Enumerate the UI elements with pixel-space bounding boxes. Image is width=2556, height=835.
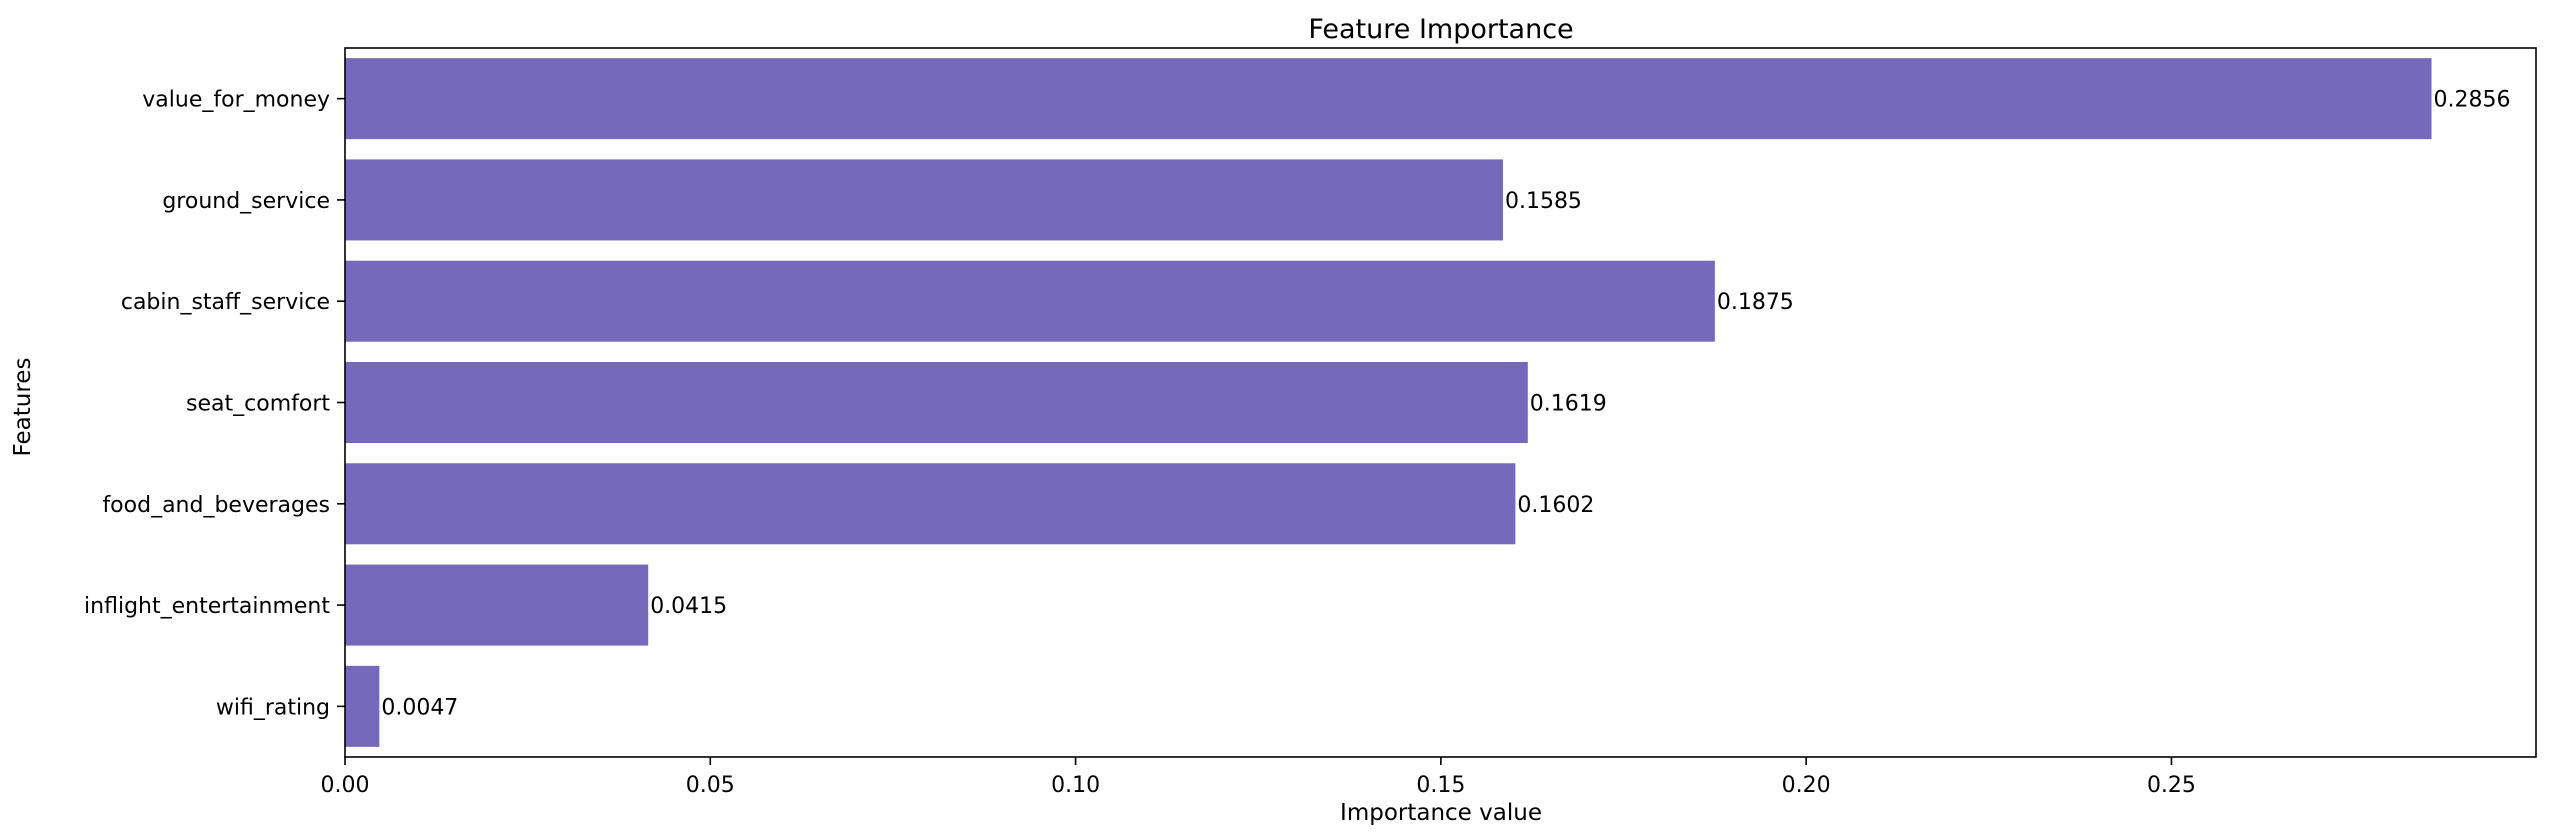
- data-label-seat_comfort: 0.1619: [1530, 392, 1607, 417]
- bar-cabin_staff_service: [345, 260, 1715, 342]
- x-tick-label: 0.05: [686, 773, 735, 798]
- x-tick-label: 0.20: [1782, 773, 1831, 798]
- data-label-wifi_rating: 0.0047: [381, 695, 458, 720]
- y-tick-label-wifi_rating: wifi_rating: [216, 695, 330, 720]
- y-axis-ticks: value_for_money ground_service cabin_staff…: [84, 88, 345, 720]
- data-label-value_for_money: 0.2856: [2434, 88, 2511, 113]
- x-tick-label: 0.00: [321, 773, 370, 798]
- bar-food_and_beverages: [345, 463, 1516, 545]
- data-label-cabin_staff_service: 0.1875: [1717, 290, 1794, 315]
- y-axis-label: Features: [10, 358, 36, 457]
- bar-value_for_money: [345, 58, 2432, 140]
- chart-title: Feature Importance: [1308, 14, 1573, 45]
- bar-seat_comfort: [345, 361, 1528, 444]
- bar-inflight_entertainment: [345, 564, 649, 646]
- data-label-food_and_beverages: 0.1602: [1517, 493, 1594, 518]
- y-tick-label-value_for_money: value_for_money: [142, 88, 330, 113]
- bars-group: [345, 58, 2432, 747]
- data-labels-group: 0.2856 0.1585 0.1875 0.1619 0.1602 0.0415 0.00…: [381, 88, 2510, 721]
- data-label-ground_service: 0.1585: [1505, 189, 1582, 214]
- y-tick-label-cabin_staff_service: cabin_staff_service: [121, 290, 330, 315]
- x-tick-label: 0.10: [1051, 773, 1100, 798]
- plot-frame: [344, 47, 2537, 758]
- y-tick-label-food_and_beverages: food_and_beverages: [102, 493, 330, 518]
- x-tick-label: 0.15: [1416, 773, 1465, 798]
- bar-wifi_rating: [345, 665, 380, 747]
- x-axis-ticks: 0.00 0.05 0.10 0.15 0.20 0.25: [321, 757, 2196, 798]
- x-axis-label: Importance value: [1340, 800, 1542, 826]
- data-label-inflight_entertainment: 0.0415: [650, 594, 727, 619]
- x-tick-label: 0.25: [2147, 773, 2196, 798]
- bar-ground_service: [345, 159, 1503, 241]
- y-tick-label-inflight_entertainment: inflight_entertainment: [84, 594, 330, 619]
- y-tick-label-seat_comfort: seat_comfort: [186, 392, 330, 417]
- y-tick-label-ground_service: ground_service: [162, 189, 330, 214]
